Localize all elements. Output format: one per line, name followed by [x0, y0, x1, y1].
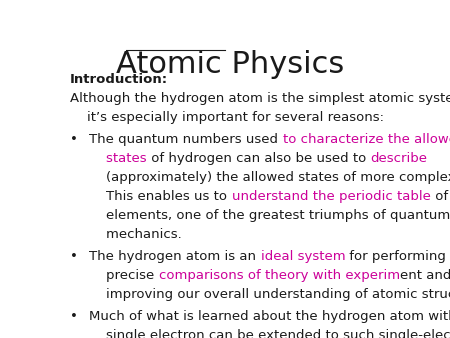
Text: for performing: for performing	[345, 250, 446, 263]
Text: elements, one of the greatest triumphs of quantum: elements, one of the greatest triumphs o…	[90, 209, 450, 222]
Text: Atomic Physics: Atomic Physics	[117, 50, 345, 79]
Text: mechanics.: mechanics.	[90, 228, 182, 241]
Text: it’s especially important for several reasons:: it’s especially important for several re…	[70, 111, 384, 124]
Text: Much of what is learned about the hydrogen atom with its: Much of what is learned about the hydrog…	[90, 310, 450, 323]
Text: ent and for: ent and for	[400, 269, 450, 282]
Text: •: •	[70, 310, 78, 323]
Text: •: •	[70, 250, 78, 263]
Text: comparisons of theory with experim: comparisons of theory with experim	[159, 269, 400, 282]
Text: Introduction:: Introduction:	[70, 73, 168, 86]
Text: •: •	[70, 133, 78, 146]
Text: of the: of the	[431, 190, 450, 203]
Text: ideal system: ideal system	[261, 250, 345, 263]
Text: Although the hydrogen atom is the simplest atomic system,: Although the hydrogen atom is the simple…	[70, 92, 450, 105]
Text: describe: describe	[370, 152, 427, 165]
Text: precise: precise	[90, 269, 159, 282]
Text: The quantum numbers used: The quantum numbers used	[90, 133, 283, 146]
Text: single electron can be extended to such single-electron: single electron can be extended to such …	[90, 329, 450, 338]
Text: of hydrogen can also be used to: of hydrogen can also be used to	[147, 152, 370, 165]
Text: (approximately) the allowed states of more complex atoms.: (approximately) the allowed states of mo…	[90, 171, 450, 184]
Text: This enables us to: This enables us to	[90, 190, 232, 203]
Text: states: states	[90, 152, 147, 165]
Text: The hydrogen atom is an: The hydrogen atom is an	[90, 250, 261, 263]
Text: improving our overall understanding of atomic structure.: improving our overall understanding of a…	[90, 288, 450, 301]
Text: understand the periodic table: understand the periodic table	[232, 190, 431, 203]
Text: to characterize the allowed: to characterize the allowed	[283, 133, 450, 146]
